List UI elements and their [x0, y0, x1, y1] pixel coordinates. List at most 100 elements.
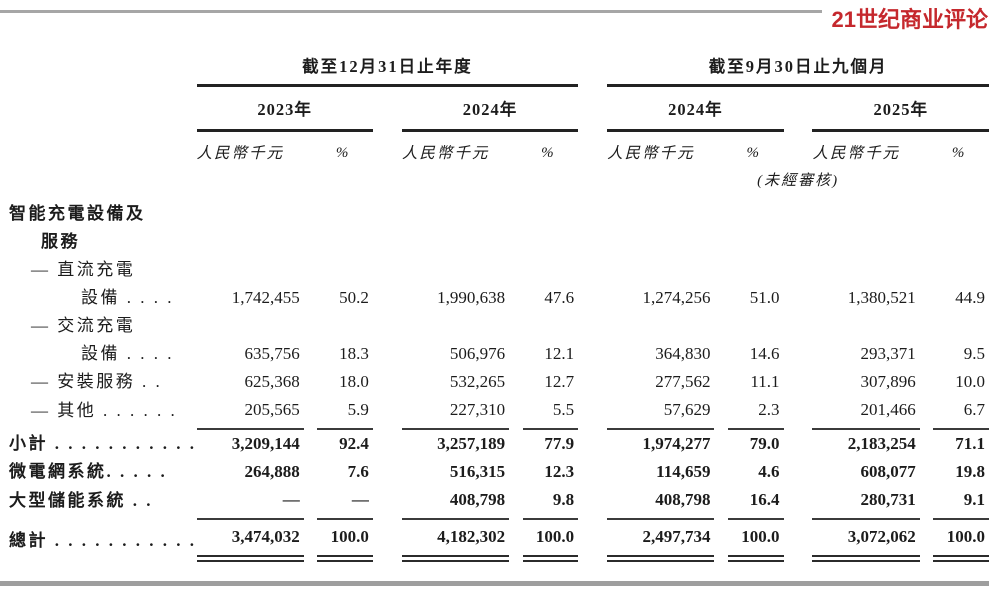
cell-percent [317, 256, 373, 284]
cell-percent: 11.1 [750, 372, 780, 391]
table-body: 智能充電設備及 服務 — 直流充電 設備 . . . . 1,742,455 50.2 1,… [5, 200, 989, 562]
cell-amount: 516,315 [449, 462, 506, 481]
cell-amount: 532,265 [449, 372, 506, 391]
cell-amount: 277,562 [655, 372, 711, 391]
cell-percent: 51.0 [749, 288, 780, 307]
year-header-row: 2023年 2024年 2024年 2025年 [5, 85, 989, 132]
column-gap [304, 396, 318, 429]
group-gap [578, 131, 607, 170]
group-gap [578, 44, 607, 86]
period-group-ninemonth: 截至9月30日止九個月 [607, 44, 989, 87]
cell-percent: 47.6 [544, 288, 575, 307]
table-row: 總計 . . . . . . . . . . . 3,474,032 100.0 4,… [5, 519, 989, 562]
table-row: — 安裝服務 . . 625,368 18.0 532,265 12.7 277,562 1… [5, 368, 989, 396]
cell-percent: 18.3 [339, 344, 369, 363]
column-gap [509, 486, 523, 519]
cell-amount: 227,310 [401, 396, 510, 430]
group-gap [373, 228, 402, 256]
cell-amount: 408,798 [401, 486, 510, 520]
group-gap [784, 256, 813, 284]
cell-amount: 608,077 [860, 462, 916, 481]
cell-amount: 364,830 [655, 344, 711, 363]
group-gap [373, 312, 402, 340]
row-label: 總計 . . . . . . . . . . . [9, 530, 197, 550]
group-gap [784, 228, 813, 256]
cell-amount: 408,798 [607, 486, 715, 520]
cell-percent [523, 228, 579, 256]
cell-amount: 3,209,144 [231, 434, 300, 453]
period-group-annual: 截至12月31日止年度 [196, 44, 579, 87]
cell-percent: 9.1 [933, 486, 989, 520]
page-bottom-bar [0, 581, 989, 586]
cell-amount: 2,497,734 [607, 519, 715, 562]
group-gap [578, 86, 607, 131]
cell-percent: 14.6 [749, 344, 780, 363]
cell-percent [933, 312, 989, 340]
group-gap [373, 396, 402, 429]
column-gap [304, 256, 318, 284]
cell-amount: 201,466 [812, 396, 920, 430]
group-gap [373, 200, 402, 228]
cell-amount [197, 256, 304, 284]
cell-percent [728, 256, 784, 284]
column-gap [714, 256, 728, 284]
group-gap [373, 256, 402, 284]
group-gap [578, 396, 607, 429]
group-gap [373, 519, 402, 559]
column-gap [509, 200, 523, 228]
cell-percent [728, 228, 784, 256]
group-gap [578, 429, 607, 458]
cell-percent [523, 256, 579, 284]
table-row: — 直流充電 [5, 256, 989, 284]
group-gap [784, 486, 813, 519]
row-label: — 其他 . . . . . . [31, 401, 178, 420]
unit-label: 人民幣千元 [196, 145, 285, 162]
percent-label: % [335, 145, 349, 161]
cell-percent: 12.1 [544, 344, 575, 363]
cell-amount [197, 312, 304, 340]
column-gap [509, 312, 523, 340]
group-gap [578, 284, 607, 312]
cell-percent: 4.6 [758, 462, 780, 481]
group-gap [784, 429, 813, 458]
cell-amount: 205,565 [196, 396, 304, 430]
cell-amount [812, 200, 919, 228]
group-gap [578, 368, 607, 396]
column-gap [920, 458, 934, 486]
cell-percent: 10.0 [955, 372, 985, 391]
column-gap [920, 256, 934, 284]
table-row: — 交流充電 [5, 312, 989, 340]
empty-cell [5, 86, 197, 131]
column-gap [714, 228, 728, 256]
column-gap [509, 519, 523, 559]
year-header-2024-9m: 2024年 [607, 85, 784, 132]
cell-percent: 77.9 [544, 434, 575, 453]
cell-percent: 44.9 [955, 288, 985, 307]
revenue-table-container: 截至12月31日止年度 截至9月30日止九個月 2023年 2024年 2024… [5, 44, 989, 562]
group-gap [784, 396, 813, 429]
column-gap [304, 131, 318, 170]
column-gap [304, 519, 318, 559]
table-row: 微電網系統. . . . . 264,888 7.6 516,315 12.3 114,6… [5, 458, 989, 486]
group-gap [373, 284, 402, 312]
column-gap [920, 368, 934, 396]
group-gap [784, 458, 813, 486]
column-gap [509, 228, 523, 256]
table-row: 設備 . . . . 635,756 18.3 506,976 12.1 364,830 1… [5, 340, 989, 368]
unaudited-note: (未經審核) [757, 173, 840, 189]
empty-corner-cell [5, 44, 197, 86]
percent-label: % [541, 145, 554, 161]
group-gap [578, 340, 607, 368]
cell-percent: 100.0 [522, 519, 579, 562]
column-gap [304, 200, 318, 228]
row-label: — 交流充電 [31, 316, 136, 335]
cell-amount [402, 200, 509, 228]
cell-percent [523, 312, 579, 340]
group-gap [373, 131, 402, 170]
row-label: 設備 . . . . [81, 344, 174, 363]
publication-logo: 21世纪商业评论 [831, 7, 988, 32]
cell-amount [402, 228, 509, 256]
column-gap [509, 256, 523, 284]
group-gap [578, 486, 607, 519]
column-gap [714, 458, 728, 486]
